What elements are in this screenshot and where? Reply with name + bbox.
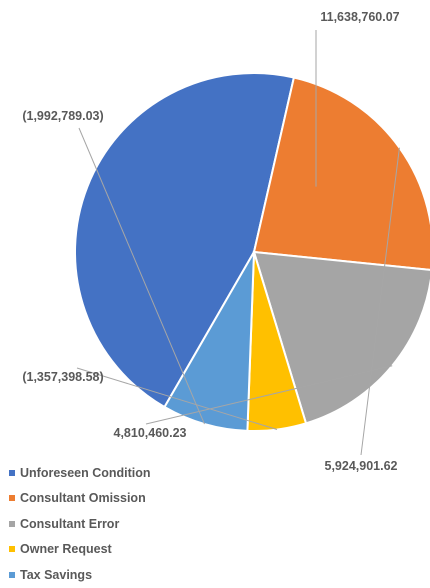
data-label-unforeseen-condition: 11,638,760.07: [320, 10, 399, 24]
legend-swatch: [9, 546, 15, 553]
legend-item-owner-request: Owner Request: [9, 537, 151, 563]
legend-item-consultant-error: Consultant Error: [9, 511, 151, 537]
leader-line-owner-request: [76, 367, 278, 430]
data-labels: 11,638,760.07 5,924,901.62 4,810,460.23 …: [22, 10, 399, 473]
legend-swatch: [9, 571, 15, 578]
legend-label: Consultant Error: [20, 516, 120, 531]
pie-slice-unforeseen-condition: [74, 72, 296, 409]
data-label-consultant-omission: 5,924,901.62: [325, 459, 398, 473]
legend-label: Owner Request: [20, 542, 112, 557]
pie-slice-consultant-omission: [252, 76, 430, 271]
legend-label: Unforeseen Condition: [20, 465, 151, 480]
leader-line-tax-savings: [78, 127, 205, 425]
legend-label: Consultant Omission: [20, 491, 146, 506]
legend-swatch: [9, 469, 15, 476]
leader-line-consultant-error: [145, 365, 393, 425]
legend-item-tax-savings: Tax Savings: [9, 562, 151, 588]
leader-lines: [76, 30, 400, 456]
legend-item-consultant-omission: Consultant Omission: [9, 486, 151, 512]
legend: Unforeseen Condition Consultant Omission…: [9, 460, 151, 588]
legend-swatch: [9, 495, 15, 502]
legend-label: Tax Savings: [20, 567, 93, 582]
legend-swatch: [9, 520, 15, 527]
legend-item-unforeseen-condition: Unforeseen Condition: [9, 460, 151, 486]
data-label-owner-request: (1,357,398.58): [22, 370, 103, 384]
pie-slices: [74, 72, 430, 432]
leader-line-consultant-omission: [360, 147, 400, 456]
data-label-tax-savings: (1,992,789.03): [22, 109, 103, 123]
data-label-consultant-error: 4,810,460.23: [114, 426, 187, 440]
pie-slice-tax-savings: [163, 251, 255, 432]
